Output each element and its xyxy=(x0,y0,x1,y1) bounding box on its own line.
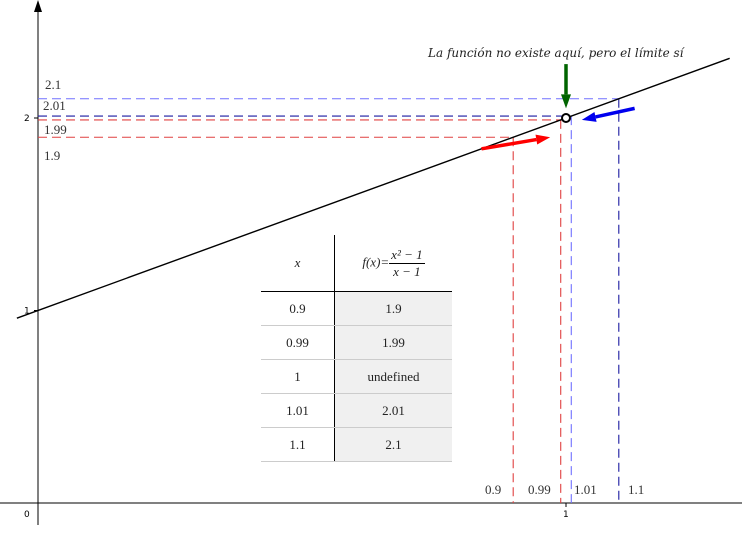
x-value-label: 0.9 xyxy=(485,482,501,497)
table-row: 1 undefined xyxy=(261,359,452,394)
fraction-denominator: x − 1 xyxy=(393,263,421,279)
y-value-label: 1.9 xyxy=(44,148,60,163)
table-row: 1.1 2.1 xyxy=(261,427,452,462)
x-tick-label: 1 xyxy=(563,510,569,520)
arrowhead-icon xyxy=(581,112,597,122)
annotation-text: La función no existe aquí, pero el límit… xyxy=(427,46,686,60)
cell-fx: 2.01 xyxy=(334,393,452,428)
cell-fx: undefined xyxy=(334,359,452,394)
y-value-label: 2.1 xyxy=(45,77,61,92)
y-tick-label: 1 xyxy=(24,307,30,317)
x-value-label: 0.99 xyxy=(528,482,551,497)
y-tick-label: 2 xyxy=(24,114,30,124)
cell-x: 0.99 xyxy=(261,325,335,360)
cell-fx: 2.1 xyxy=(334,427,452,462)
x-value-label: 1.1 xyxy=(628,482,644,497)
arrowhead-icon xyxy=(535,134,551,145)
y-axis-arrow-icon xyxy=(34,0,42,12)
arrow-shaft xyxy=(595,106,636,119)
header-x-label: x xyxy=(294,255,301,270)
cell-fx: 1.9 xyxy=(334,291,452,326)
table-row: 1.01 2.01 xyxy=(261,393,452,428)
header-x: x xyxy=(261,235,335,292)
hole-point xyxy=(561,113,571,123)
y-value-label: 1.99 xyxy=(44,122,67,137)
arrow-shaft xyxy=(481,137,537,151)
origin-label: 0 xyxy=(24,510,30,520)
x-value-label: 1.01 xyxy=(574,482,597,497)
table-row: 0.99 1.99 xyxy=(261,325,452,360)
cell-x: 1.1 xyxy=(261,427,335,462)
table-row: 0.9 1.9 xyxy=(261,291,452,326)
cell-x: 1 xyxy=(261,359,335,394)
fraction-numerator: x² − 1 xyxy=(389,246,425,264)
cell-x: 0.9 xyxy=(261,291,335,326)
arrowhead-icon xyxy=(561,94,571,109)
function-line xyxy=(16,57,730,319)
header-fx-prefix: f(x)= xyxy=(362,253,390,269)
cell-fx: 1.99 xyxy=(334,325,452,360)
y-value-label: 2.01 xyxy=(43,98,66,113)
cell-x: 1.01 xyxy=(261,393,335,428)
